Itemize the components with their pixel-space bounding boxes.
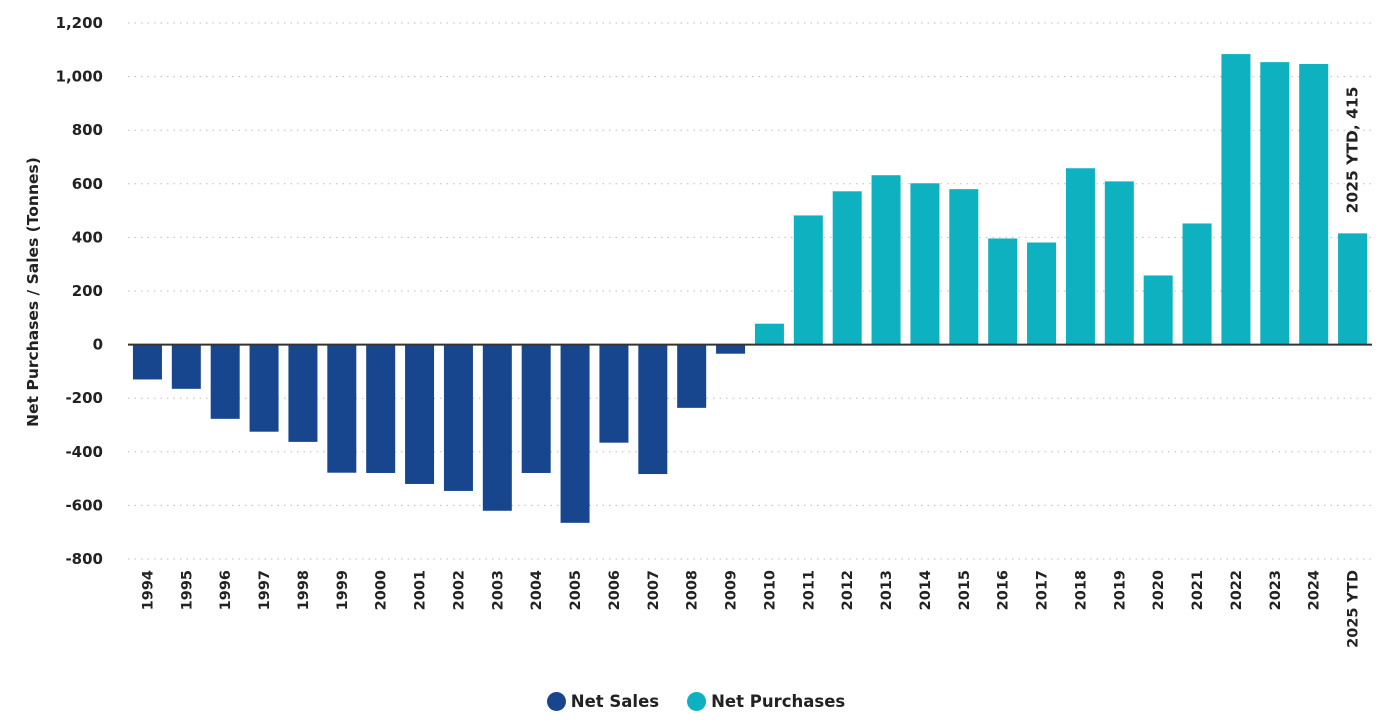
x-tick-label: 1996 (218, 570, 234, 610)
x-tick-label: 2008 (685, 570, 701, 610)
x-tick-label: 1999 (335, 570, 351, 610)
bar-net-sales (599, 344, 629, 443)
bars (132, 54, 1368, 523)
x-tick-label: 2017 (1035, 570, 1051, 610)
bar-net-sales (443, 344, 473, 491)
bar-net-sales (405, 344, 435, 484)
x-tick-label: 2003 (490, 570, 506, 610)
y-axis-label: Net Purchases / Sales (Tonnes) (24, 157, 42, 427)
y-tick-label: 0 (93, 336, 103, 354)
y-tick-label: -400 (65, 443, 103, 461)
y-tick-label: 200 (72, 282, 103, 300)
bar-net-purchases (1182, 223, 1212, 345)
bar-net-purchases (1143, 275, 1173, 345)
y-tick-label: 800 (72, 121, 103, 139)
bar-net-purchases (949, 189, 979, 345)
y-tick-label: -200 (65, 389, 103, 407)
bar-net-purchases (1065, 168, 1095, 345)
bar-net-purchases (1260, 62, 1290, 345)
y-tick-label: -800 (65, 550, 103, 568)
x-tick-label: 2012 (840, 570, 856, 610)
x-tick-label: 2019 (1112, 570, 1128, 610)
bar-net-purchases (754, 323, 784, 345)
y-tick-label: 600 (72, 175, 103, 193)
annotation-2025-ytd: 2025 YTD, 415 (1344, 87, 1362, 214)
x-tick-label: 2016 (996, 570, 1012, 610)
x-tick-label: 2002 (451, 570, 467, 610)
x-tick-label: 2023 (1268, 570, 1284, 610)
x-tick-label: 2020 (1151, 570, 1167, 610)
x-tick-label: 1995 (179, 570, 195, 610)
x-tick-label: 2024 (1307, 570, 1323, 610)
bar-net-purchases (793, 215, 823, 345)
x-tick-label: 2005 (568, 570, 584, 610)
net-purchases-swatch-icon (687, 692, 707, 711)
x-tick-label: 2022 (1229, 570, 1245, 610)
legend: Net Sales Net Purchases (0, 692, 1392, 711)
x-tick-label: 2006 (607, 570, 623, 610)
bar-net-purchases (871, 175, 901, 345)
y-tick-label: 400 (72, 228, 103, 246)
bar-net-sales (638, 344, 668, 475)
x-tick-label: 2015 (957, 570, 973, 610)
net-sales-swatch-icon (546, 692, 566, 711)
y-tick-label: 1,000 (56, 68, 103, 86)
bar-net-sales (288, 344, 318, 442)
bar-net-purchases (1338, 233, 1368, 345)
x-tick-label: 2021 (1190, 570, 1206, 610)
x-tick-label: 2007 (646, 570, 662, 610)
x-tick-label: 2014 (918, 570, 934, 610)
legend-label-net-sales: Net Sales (570, 692, 660, 711)
legend-item-net-sales[interactable]: Net Sales (546, 692, 660, 711)
x-tick-label: 2025 YTD (1346, 570, 1362, 648)
bar-chart: 1,2001,0008006004002000-200-400-600-800 … (24, 14, 1372, 648)
bar-net-sales (132, 344, 162, 380)
bar-net-sales (482, 344, 512, 511)
x-tick-label: 2000 (374, 570, 390, 610)
x-tick-label: 2018 (1073, 570, 1089, 610)
x-tick-label: 1994 (140, 570, 156, 610)
bar-net-purchases (910, 183, 940, 345)
y-tick-label: 1,200 (56, 14, 103, 32)
x-tick-label: 2010 (762, 570, 778, 610)
bar-net-sales (521, 344, 551, 473)
x-tick-label: 2004 (529, 570, 545, 610)
bar-net-sales (249, 344, 279, 432)
bar-net-sales (677, 344, 707, 408)
bar-net-sales (327, 344, 357, 473)
y-axis-ticks: 1,200 1,000 800 600 400 200 0 -200 -400 -600 -800 (56, 14, 103, 568)
legend-item-net-purchases[interactable]: Net Purchases (687, 692, 845, 711)
x-tick-label: 1997 (257, 570, 273, 610)
x-tick-label: 2011 (801, 570, 817, 610)
bar-net-purchases (988, 238, 1018, 345)
x-tick-label: 1998 (296, 570, 312, 610)
x-axis-ticks: 1994 1995 1996 1997 1998 1999 2000 2001 2002 2003… (140, 570, 1361, 648)
bar-net-purchases (1221, 54, 1251, 345)
bar-net-sales (171, 344, 201, 389)
x-tick-label: 2013 (879, 570, 895, 610)
bar-net-purchases (1299, 64, 1329, 345)
bar-net-sales (210, 344, 240, 419)
bar-net-sales (716, 344, 746, 354)
bar-net-sales (560, 344, 590, 523)
bar-net-sales (366, 344, 396, 473)
bar-net-purchases (1104, 181, 1134, 345)
y-tick-label: -600 (65, 496, 103, 514)
bar-net-purchases (832, 191, 862, 345)
x-tick-label: 2001 (413, 570, 429, 610)
bar-net-purchases (1027, 242, 1057, 345)
x-tick-label: 2009 (724, 570, 740, 610)
legend-label-net-purchases: Net Purchases (711, 692, 846, 711)
